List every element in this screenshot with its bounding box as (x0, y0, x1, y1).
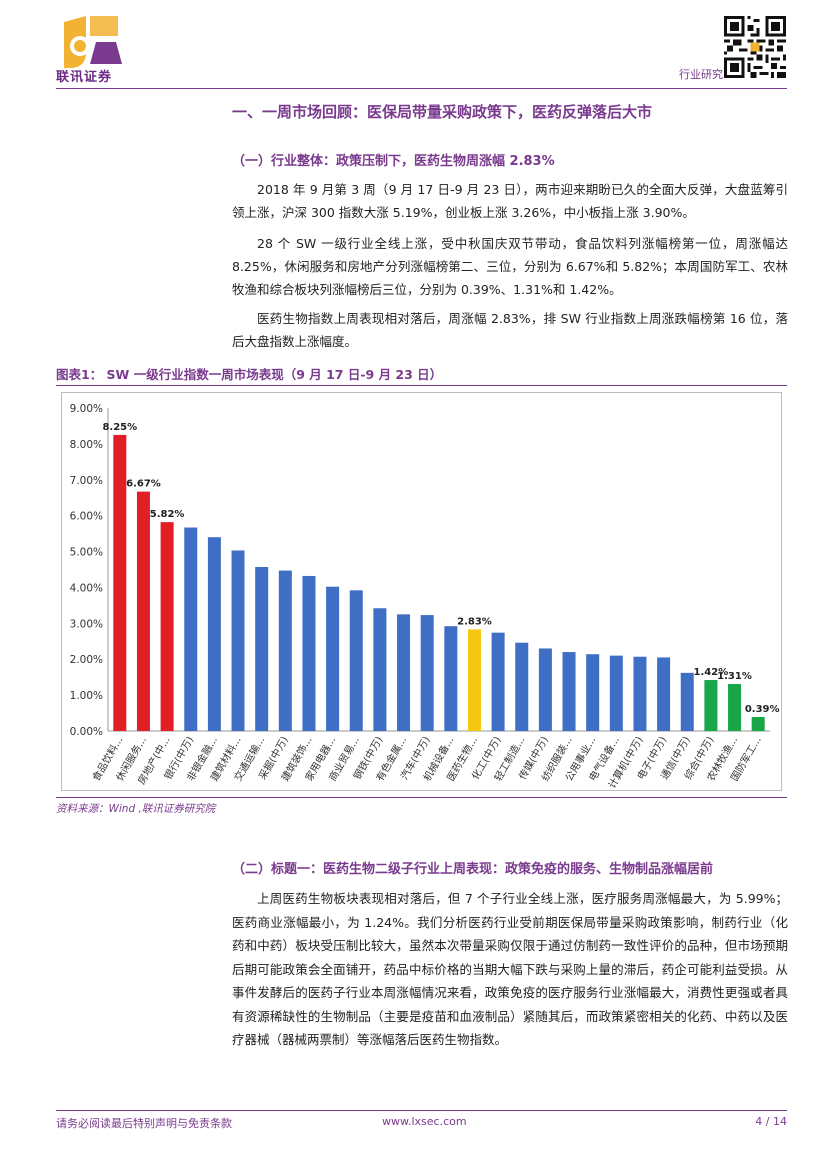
paragraph-sector-performance: 28 个 SW 一级行业全线上涨，受中秋国庆双节带动，食品饮料列涨幅榜第一位，周… (232, 236, 788, 297)
bar-28 (751, 717, 765, 731)
paragraph-market-overview: 2018 年 9 月第 3 周（9 月 17 日-9 月 23 日），两市迎来期… (232, 182, 788, 220)
bar-1 (113, 434, 127, 731)
bar-data-label: 1.31% (717, 671, 752, 682)
y-tick-label: 7.00% (70, 475, 103, 487)
header-category: 行业研究 (679, 68, 723, 81)
logo-text: 联讯证券 (56, 70, 113, 85)
y-tick-label: 1.00% (70, 690, 103, 702)
bar-25 (680, 672, 694, 731)
bar-4 (184, 527, 198, 731)
footer-divider (56, 1110, 787, 1111)
bar-23 (633, 656, 647, 731)
bar-5 (207, 537, 221, 731)
bar-2 (136, 491, 150, 731)
header-divider (56, 88, 787, 89)
sector-bar-chart: 0.00% 1.00% 2.00% 3.00% 4.00% 5.00% 6.00% 7.00%… (70, 403, 780, 791)
bar-21 (586, 654, 600, 731)
figure-divider (56, 385, 787, 386)
footer-website-link[interactable]: www.lxsec.com (382, 1115, 467, 1128)
section-title: 一、一周市场回顾：医保局带量采购政策下，医药反弹落后大市 (232, 103, 653, 121)
qr-code-icon (724, 16, 786, 78)
y-tick-label: 3.00% (70, 618, 103, 630)
bar-22 (609, 655, 623, 731)
bar-16 (467, 629, 481, 731)
source-divider (56, 797, 787, 798)
bar-12 (373, 608, 387, 731)
bar-data-label: 8.25% (102, 422, 137, 433)
y-tick-label: 6.00% (70, 511, 103, 523)
bar-13 (397, 614, 411, 731)
y-tick-label: 5.00% (70, 547, 103, 559)
paragraph-pharma-performance: 医药生物指数上周表现相对落后，周涨幅 2.83%，排 SW 行业指数上周涨跌幅榜… (232, 311, 788, 349)
bar-data-label: 1.42% (694, 667, 729, 678)
bar-14 (420, 615, 434, 731)
bar-20 (562, 652, 576, 731)
bar-10 (326, 586, 340, 731)
bar-9 (302, 575, 316, 731)
bar-data-label: 2.83% (457, 616, 492, 627)
bar-24 (657, 657, 671, 731)
subsection-title-2: （二）标题一：医药生物二级子行业上周表现：政策免疫的服务、生物制品涨幅居前 (232, 862, 714, 877)
bar-26 (704, 680, 718, 731)
bar-27 (728, 683, 742, 731)
y-tick-label: 2.00% (70, 654, 103, 666)
bar-11 (349, 590, 363, 731)
company-logo (64, 16, 122, 68)
bar-data-label: 5.82% (150, 509, 185, 520)
bar-data-label: 0.39% (745, 704, 780, 715)
chart-frame: 0.00% 1.00% 2.00% 3.00% 4.00% 5.00% 6.00% 7.00%… (61, 392, 782, 791)
figure-title: 图表1： SW 一级行业指数一周市场表现（9 月 17 日-9 月 23 日） (56, 367, 443, 382)
bar-8 (278, 570, 292, 731)
y-tick-label: 0.00% (70, 726, 103, 738)
bar-17 (491, 632, 505, 731)
bar-6 (231, 550, 245, 731)
y-tick-label: 4.00% (70, 582, 103, 594)
bar-19 (538, 648, 552, 731)
bar-3 (160, 522, 174, 731)
bar-15 (444, 626, 458, 731)
y-tick-label: 8.00% (70, 439, 103, 451)
bar-data-label: 6.67% (126, 479, 161, 490)
footer-disclaimer: 请务必阅读最后特别声明与免责条款 (56, 1117, 232, 1130)
y-tick-label: 9.00% (70, 403, 103, 415)
footer-page-number: 4 / 14 (755, 1115, 787, 1128)
bar-7 (255, 566, 269, 731)
figure-source: 资料来源：Wind ,联讯证券研究院 (56, 803, 216, 815)
paragraph-subsector-analysis: 上周医药生物板块表现相对落后，但 7 个子行业全线上涨，医疗服务周涨幅最大，为 … (232, 891, 788, 1047)
subsection-title-1: （一）行业整体：政策压制下，医药生物周涨幅 2.83% (232, 154, 555, 169)
bar-18 (515, 642, 529, 731)
